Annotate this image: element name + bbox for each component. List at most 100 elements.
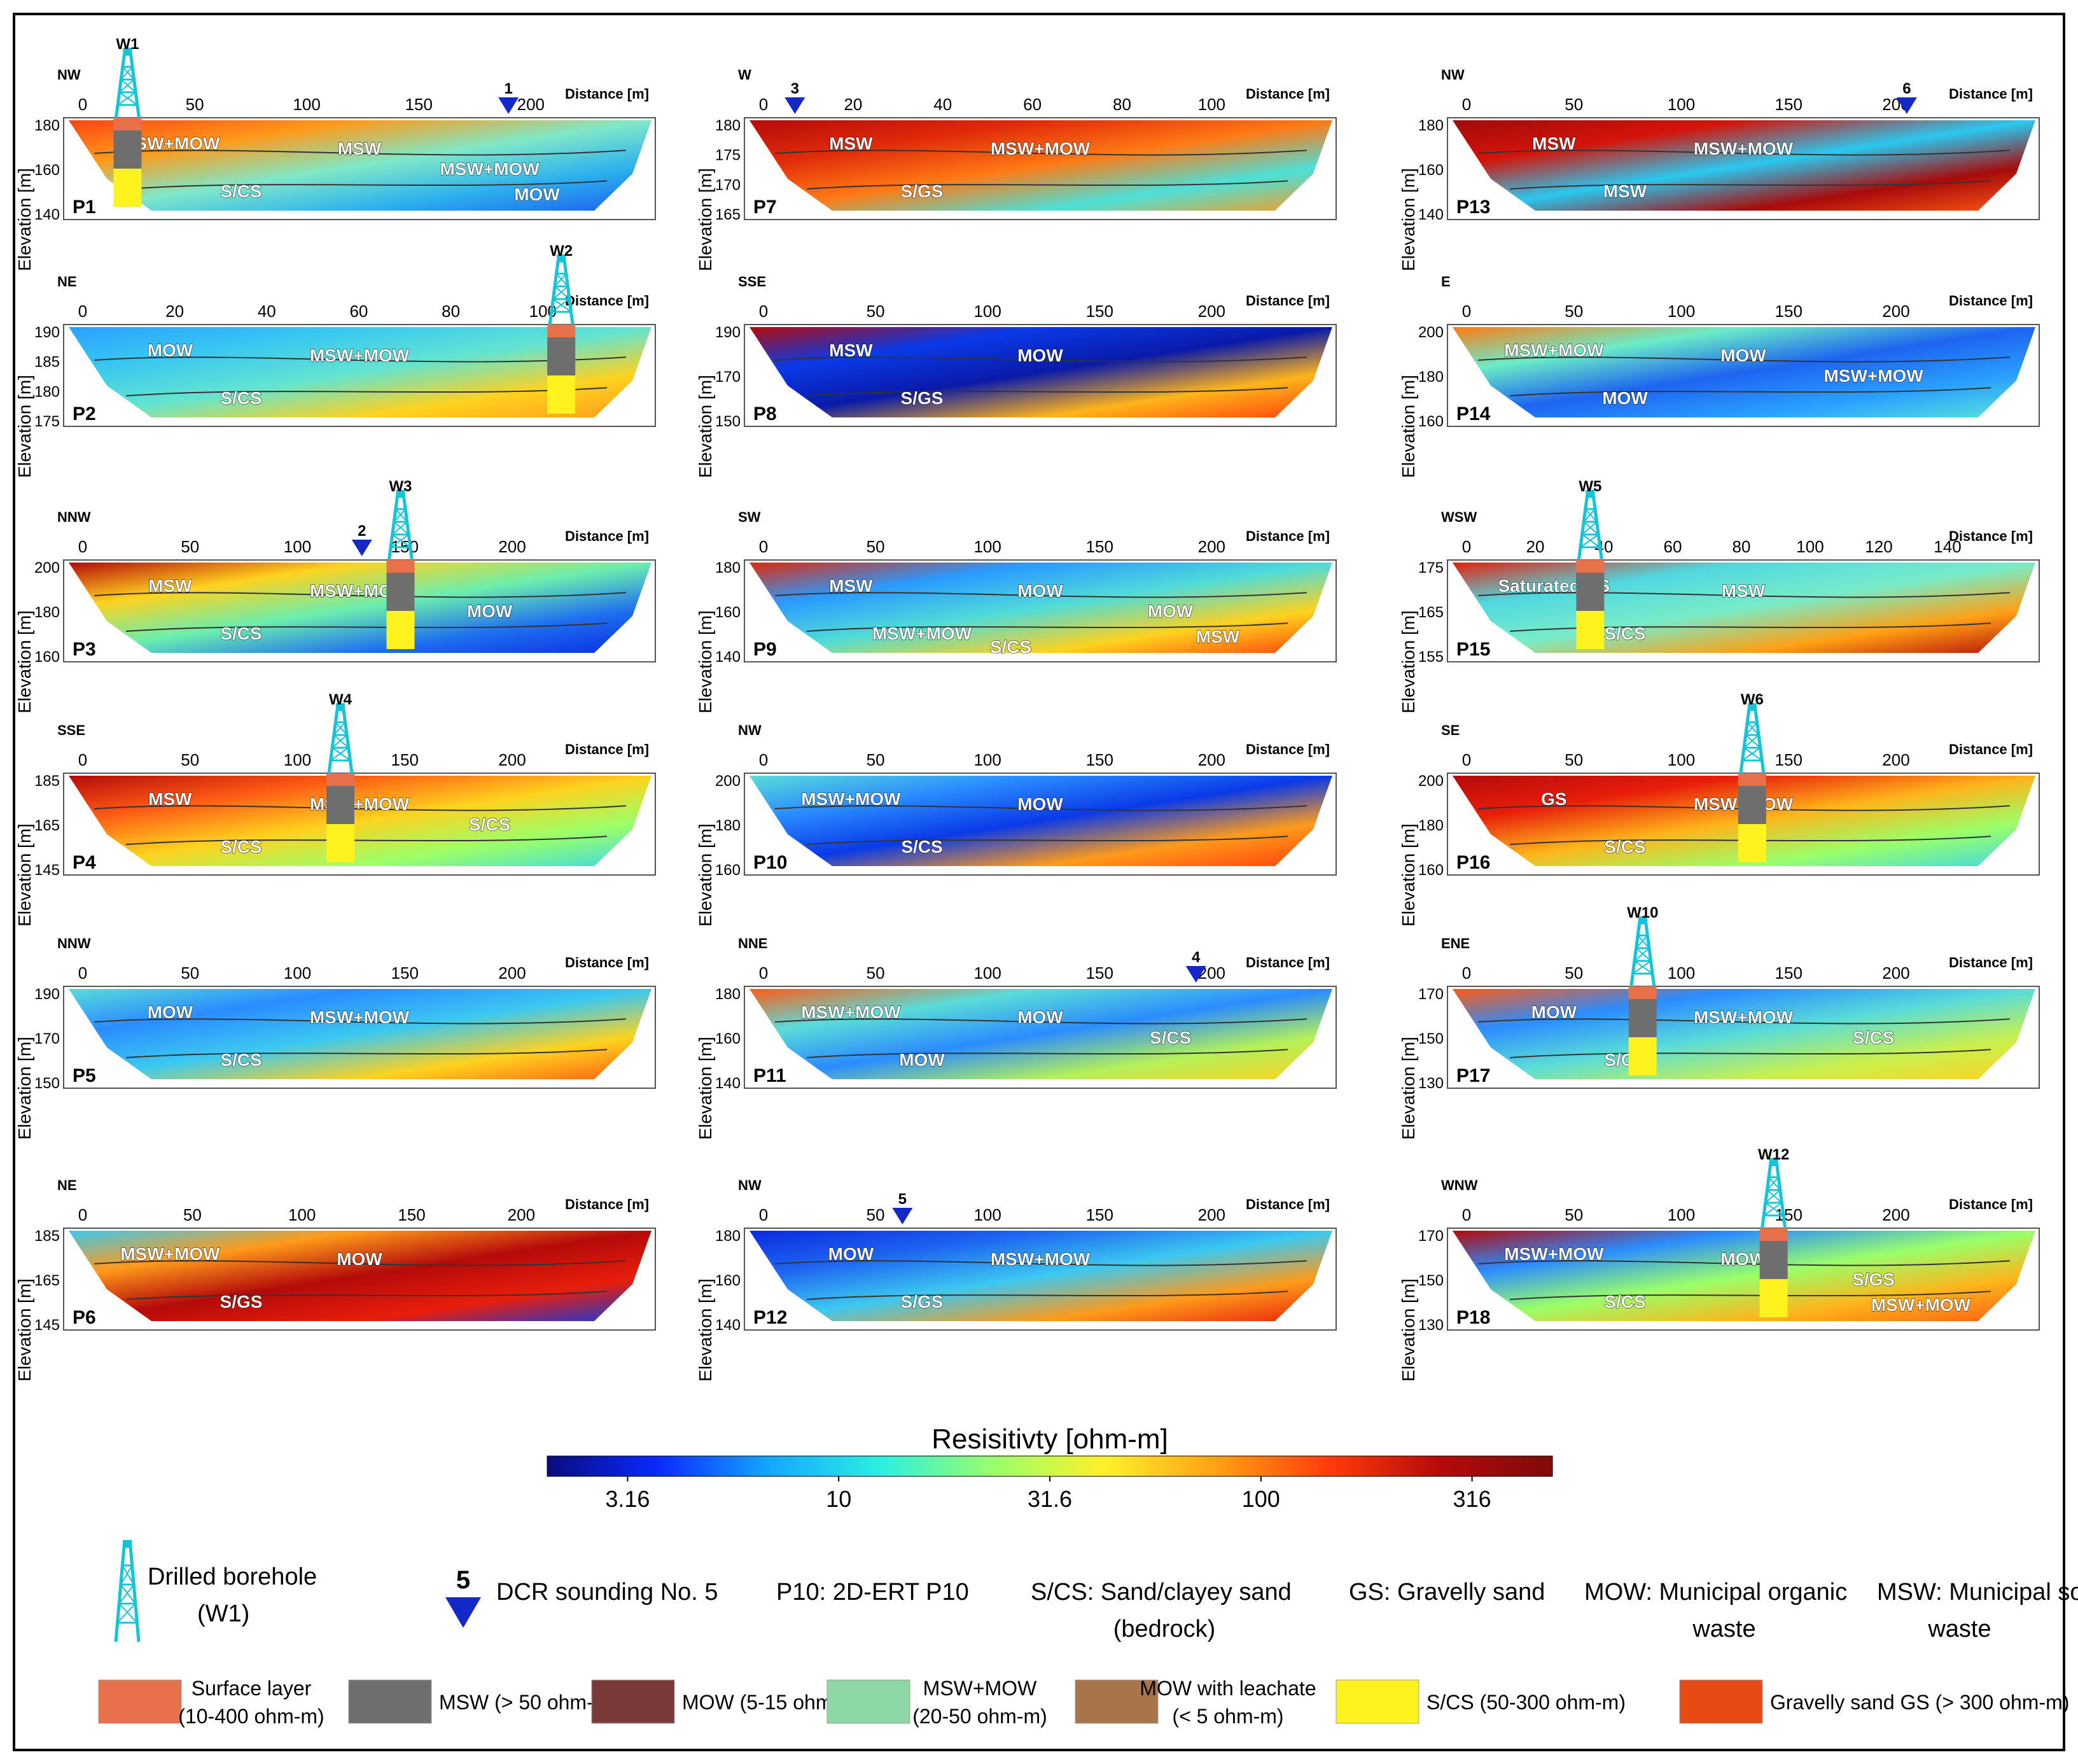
tower-brace [1765, 1202, 1784, 1216]
distance-tick-label: 0 [1462, 1205, 1471, 1224]
legend-text: (20-50 ohm-m) [912, 1705, 1047, 1728]
unit-label: MSW+MOW [310, 1007, 410, 1027]
tower-brace [1763, 1202, 1783, 1216]
tower-brace [555, 273, 569, 287]
unit-label: MSW [148, 789, 192, 809]
elevation-tick-label: 180 [715, 986, 741, 1003]
tower-brace [554, 273, 567, 287]
profile-direction: NW [57, 67, 81, 83]
legend-swatch-item: MSW (> 50 ohm-m) [348, 1679, 617, 1724]
sounding-arrow-icon [784, 97, 805, 114]
borehole-msw-layer [386, 573, 415, 611]
borehole-msw-layer [1576, 573, 1605, 611]
colorbar-tick-label: 316 [1453, 1486, 1491, 1512]
borehole-scs-layer [1759, 1279, 1788, 1317]
distance-axis-label: Distance [m] [565, 1196, 649, 1212]
tower-top [1769, 1158, 1778, 1166]
tower-brace [1766, 1189, 1783, 1203]
colorbar-tick-label: 3.16 [605, 1486, 650, 1512]
distance-tick-label: 0 [759, 750, 768, 769]
profile-id: P16 [1456, 852, 1490, 873]
distance-tick-label: 60 [349, 302, 368, 321]
distance-tick-label: 50 [867, 302, 885, 321]
profile-id: P8 [753, 403, 777, 424]
unit-label: MOW [1017, 581, 1063, 601]
profile-id: P3 [73, 639, 96, 660]
legend-text: S/CS (50-300 ohm-m) [1426, 1691, 1626, 1714]
tower-brace [1765, 1189, 1781, 1203]
legend-item-sounding: 5 DCR sounding No. 5 [445, 1566, 718, 1628]
distance-tick-label: 40 [258, 302, 276, 321]
tower-brace [1581, 521, 1598, 535]
elevation-tick-label: 185 [34, 773, 60, 790]
unit-label: S/CS [1853, 1028, 1894, 1047]
unit-label: MSW+MOW [310, 794, 410, 814]
unit-label: S/CS [220, 837, 261, 857]
unit-label: MSW [829, 134, 873, 153]
resistivity-section [69, 120, 652, 211]
legend-swatch [1679, 1679, 1763, 1724]
resistivity-section [69, 989, 652, 1079]
tower-brace [333, 734, 349, 748]
unit-label: S/CS [1604, 624, 1645, 643]
elevation-tick-label: 180 [715, 1228, 741, 1245]
layer-boundary [1477, 805, 2011, 811]
borehole-msw-layer [547, 337, 576, 375]
distance-tick-label: 200 [498, 750, 526, 769]
tower-brace [1634, 960, 1653, 974]
unit-label: S/GS [901, 388, 944, 408]
distance-tick-label: 100 [973, 963, 1001, 983]
distance-tick-label: 150 [1086, 1205, 1113, 1224]
borehole-tower-icon [114, 48, 141, 118]
tower-top [1638, 916, 1647, 924]
distance-axis-label: Distance [m] [1246, 741, 1330, 757]
borehole-tower-icon [1761, 1158, 1787, 1229]
profile-id: P17 [1456, 1065, 1490, 1086]
borehole-surface-layer [1628, 986, 1657, 999]
distance-axis-label: Distance [m] [1949, 86, 2033, 102]
unit-label: MSW [1722, 581, 1766, 601]
unit-label: MOW [1017, 1007, 1063, 1027]
distance-tick-label: 50 [1565, 95, 1583, 114]
y-axis-label: Elevation [m] [695, 823, 715, 927]
sounding-arrow-icon [1896, 97, 1917, 114]
legend-item-borehole: Drilled borehole (W1) [114, 1540, 317, 1642]
tower-brace [118, 79, 135, 93]
distance-tick-label: 0 [759, 963, 768, 983]
elevation-tick-label: 145 [34, 1317, 60, 1334]
tower-top [557, 255, 566, 262]
distance-tick-label: 100 [1796, 537, 1823, 556]
layer-boundary [125, 622, 608, 632]
unit-label: MSW [338, 139, 382, 158]
colorbar-tick-label: 100 [1242, 1486, 1280, 1512]
tower-brace [331, 734, 347, 748]
distance-tick-label: 50 [181, 537, 199, 556]
distance-tick-label: 100 [284, 750, 311, 769]
distance-tick-label: 100 [1668, 302, 1695, 321]
borehole-label: W5 [1579, 478, 1601, 495]
tower-brace [1743, 747, 1762, 761]
legend-text: MSW: Municipal solid [1877, 1579, 2078, 1606]
y-axis-label: Elevation [m] [15, 610, 34, 713]
profile-id: P14 [1456, 403, 1491, 424]
unit-label: MOW [899, 1050, 945, 1070]
legend-swatch-item: Gravelly sand GS (> 300 ohm-m) [1679, 1679, 2069, 1724]
tower-brace [330, 747, 349, 761]
tower-brace [392, 521, 408, 535]
sounding-arrow-icon [1185, 966, 1206, 983]
tower-brace [554, 286, 570, 300]
profile-direction: W [738, 67, 751, 83]
layer-boundary [125, 1049, 608, 1058]
borehole-legend-icon [114, 1540, 141, 1642]
elevation-tick-label: 160 [715, 1272, 741, 1289]
elevation-tick-label: 160 [715, 1030, 741, 1047]
distance-tick-label: 150 [1086, 537, 1113, 556]
colorbar-title: Resisitivty [ohm-m] [931, 1424, 1168, 1455]
profile-id: P4 [73, 852, 96, 873]
elevation-tick-label: 150 [34, 1075, 60, 1092]
tower-brace [1583, 521, 1599, 535]
